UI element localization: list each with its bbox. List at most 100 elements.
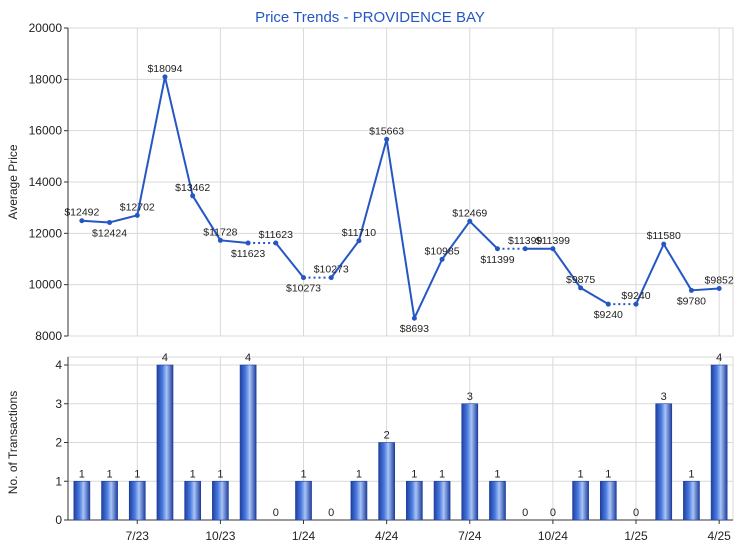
price-point	[605, 301, 611, 307]
bar-data-label: 1	[494, 468, 500, 480]
bar-ytick-label: 2	[55, 436, 62, 450]
price-line-segment	[662, 243, 693, 291]
price-data-label: $12469	[452, 207, 487, 219]
price-data-label: $10273	[286, 283, 321, 295]
bar-data-label: 3	[661, 391, 667, 403]
transaction-bar	[156, 364, 174, 521]
bar-xtick-label: 4/25	[707, 529, 731, 543]
bar-ytick-label: 1	[55, 474, 62, 488]
price-ytick-label: 12000	[29, 226, 63, 240]
transaction-bar	[101, 480, 118, 521]
price-point	[356, 238, 362, 244]
bar-data-label: 1	[411, 468, 417, 480]
price-point	[107, 219, 113, 225]
price-point	[494, 246, 500, 252]
price-ytick-label: 14000	[29, 175, 63, 189]
bar-data-label: 1	[190, 468, 196, 480]
bar-data-label: 0	[522, 507, 528, 519]
price-point	[245, 240, 251, 246]
bar-ytick-label: 0	[55, 513, 62, 527]
price-ytick-label: 16000	[29, 124, 63, 138]
transaction-bar	[128, 480, 146, 521]
price-data-label: $11623	[259, 229, 293, 241]
price-point	[273, 240, 279, 246]
price-data-label: $11399	[480, 254, 514, 266]
transaction-bar	[599, 480, 617, 521]
price-data-label: $9875	[566, 274, 595, 286]
price-point	[79, 218, 85, 224]
price-point	[301, 275, 307, 281]
price-line-segment	[109, 214, 138, 224]
transaction-bar	[378, 442, 395, 521]
bar-plot-area	[67, 356, 734, 521]
price-point	[550, 246, 556, 252]
transaction-bar	[572, 480, 589, 521]
price-ytick-label: 18000	[29, 72, 63, 86]
bar-data-label: 1	[217, 468, 223, 480]
price-line-segment	[136, 76, 166, 216]
bar-data-label: 4	[716, 352, 722, 364]
price-line-panel: 8000 10000 12000 14000 16000 18000 20000 Averag…	[6, 21, 734, 343]
price-line-segment	[220, 239, 249, 245]
price-line-segment	[635, 243, 665, 305]
bar-xtick-label: 10/24	[538, 529, 568, 543]
price-data-label: $10273	[314, 264, 349, 276]
price-ytick-label: 8000	[35, 329, 62, 343]
bar-ytick-label: 4	[55, 358, 62, 372]
price-data-label: $9852	[705, 274, 734, 286]
price-data-label: $12492	[64, 207, 99, 219]
price-data-label: $15663	[369, 125, 404, 137]
transaction-bar	[239, 364, 257, 521]
transaction-bar	[710, 364, 728, 521]
price-point	[688, 287, 694, 293]
bar-data-label: 1	[439, 468, 445, 480]
price-line-segment	[413, 258, 443, 319]
price-line-segment	[441, 220, 471, 260]
transactions-bar-panel: 0 1 2 3 4 No. of Transactions 1 1 1 4 1 1 4 0 1 0 1 2 1 1 3 1…	[6, 352, 734, 543]
bar-data-label: 0	[328, 507, 334, 519]
bar-xtick-label: 10/23	[205, 529, 235, 543]
price-data-label: $11710	[342, 227, 376, 239]
bar-xtick-label: 7/23	[126, 529, 150, 543]
bar-data-label: 1	[356, 468, 362, 480]
price-data-label: $10985	[425, 245, 460, 257]
price-ytick-label: 10000	[29, 278, 63, 292]
transaction-bar	[683, 480, 700, 521]
bar-data-label: 1	[688, 468, 694, 480]
price-line-segment	[580, 287, 609, 306]
bar-data-label: 4	[162, 352, 168, 364]
transaction-bar	[406, 480, 423, 521]
transaction-bar	[295, 480, 312, 521]
bar-data-label: 1	[300, 468, 306, 480]
transaction-bar	[212, 480, 229, 521]
price-data-label: $9240	[594, 309, 623, 321]
transaction-bar	[73, 480, 91, 521]
bar-data-label: 1	[578, 468, 584, 480]
price-line-segment	[191, 195, 222, 241]
price-line-segment	[385, 139, 416, 319]
bar-xtick-label: 1/24	[292, 529, 316, 543]
bar-data-label: 1	[605, 468, 611, 480]
bar-xtick-label: 4/24	[375, 529, 399, 543]
bar-data-label: 4	[245, 352, 251, 364]
price-data-label: $9240	[621, 290, 650, 302]
price-line-segment	[691, 287, 720, 292]
price-point	[439, 256, 445, 262]
price-point	[384, 136, 390, 142]
price-line-segment	[552, 248, 582, 289]
price-ytick-label: 20000	[29, 21, 63, 35]
transaction-bar	[184, 480, 202, 521]
bar-data-label: 1	[79, 468, 85, 480]
price-point	[522, 246, 528, 252]
price-data-label: $11399	[536, 235, 570, 247]
price-point	[328, 275, 334, 281]
bar-data-label: 0	[273, 507, 279, 519]
price-data-label: $12424	[92, 227, 127, 239]
bar-data-label: 0	[550, 507, 556, 519]
price-data-label: $12702	[120, 201, 155, 213]
price-data-label: $18094	[147, 63, 182, 75]
price-data-label: $9780	[677, 295, 706, 307]
price-y-axis-label: Average Price	[6, 144, 20, 219]
